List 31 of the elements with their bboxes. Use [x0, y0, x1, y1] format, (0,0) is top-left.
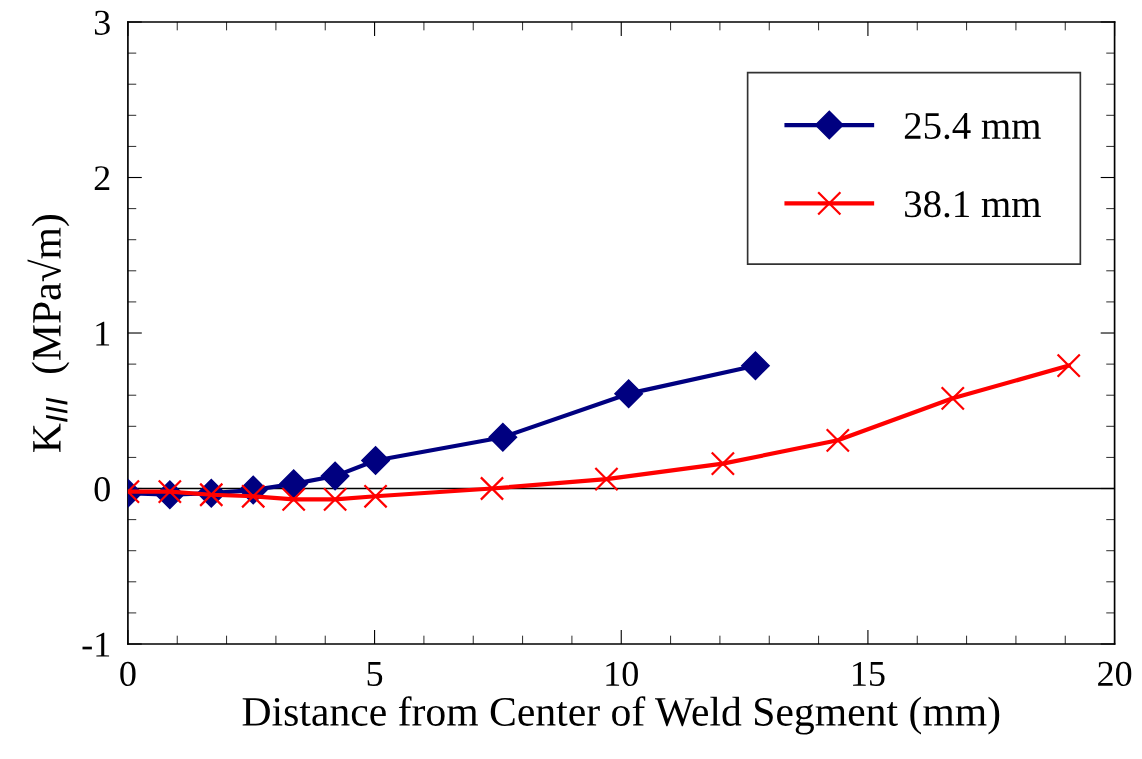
- x-tick-label: 5: [367, 662, 383, 687]
- legend-label: 25.4 mm: [904, 112, 1041, 140]
- x-tick-label: 15: [853, 661, 885, 687]
- point: [710, 451, 736, 476]
- point: [157, 479, 183, 504]
- y-axis-title: K$_{III}$ (MPa√m): [27, 215, 70, 453]
- y-tick-label: 2: [94, 166, 110, 191]
- point: [322, 487, 348, 512]
- point: [363, 484, 388, 509]
- x-tick-label: 0: [120, 661, 136, 687]
- legend-label: 38.1 mm: [905, 191, 1041, 218]
- point: [740, 351, 770, 381]
- x-tick-label: 10: [606, 661, 638, 687]
- point: [488, 422, 518, 452]
- point: [614, 379, 644, 409]
- point: [1056, 353, 1081, 378]
- point: [825, 428, 851, 453]
- x-tick-label: 20: [1098, 661, 1132, 687]
- point: [940, 386, 965, 411]
- point: [240, 484, 266, 509]
- y-tick-label: 1: [96, 321, 110, 346]
- y-tick-label: 0: [94, 477, 110, 502]
- point: [479, 476, 505, 501]
- point: [361, 446, 391, 475]
- y-tick-label: -1: [82, 632, 110, 657]
- point: [320, 461, 350, 491]
- y-tick-label: 3: [94, 10, 110, 35]
- point: [279, 469, 309, 499]
- point: [281, 487, 306, 512]
- x-axis-title: Distance from Center of Weld Segment (mm): [242, 696, 1000, 735]
- point: [594, 466, 619, 492]
